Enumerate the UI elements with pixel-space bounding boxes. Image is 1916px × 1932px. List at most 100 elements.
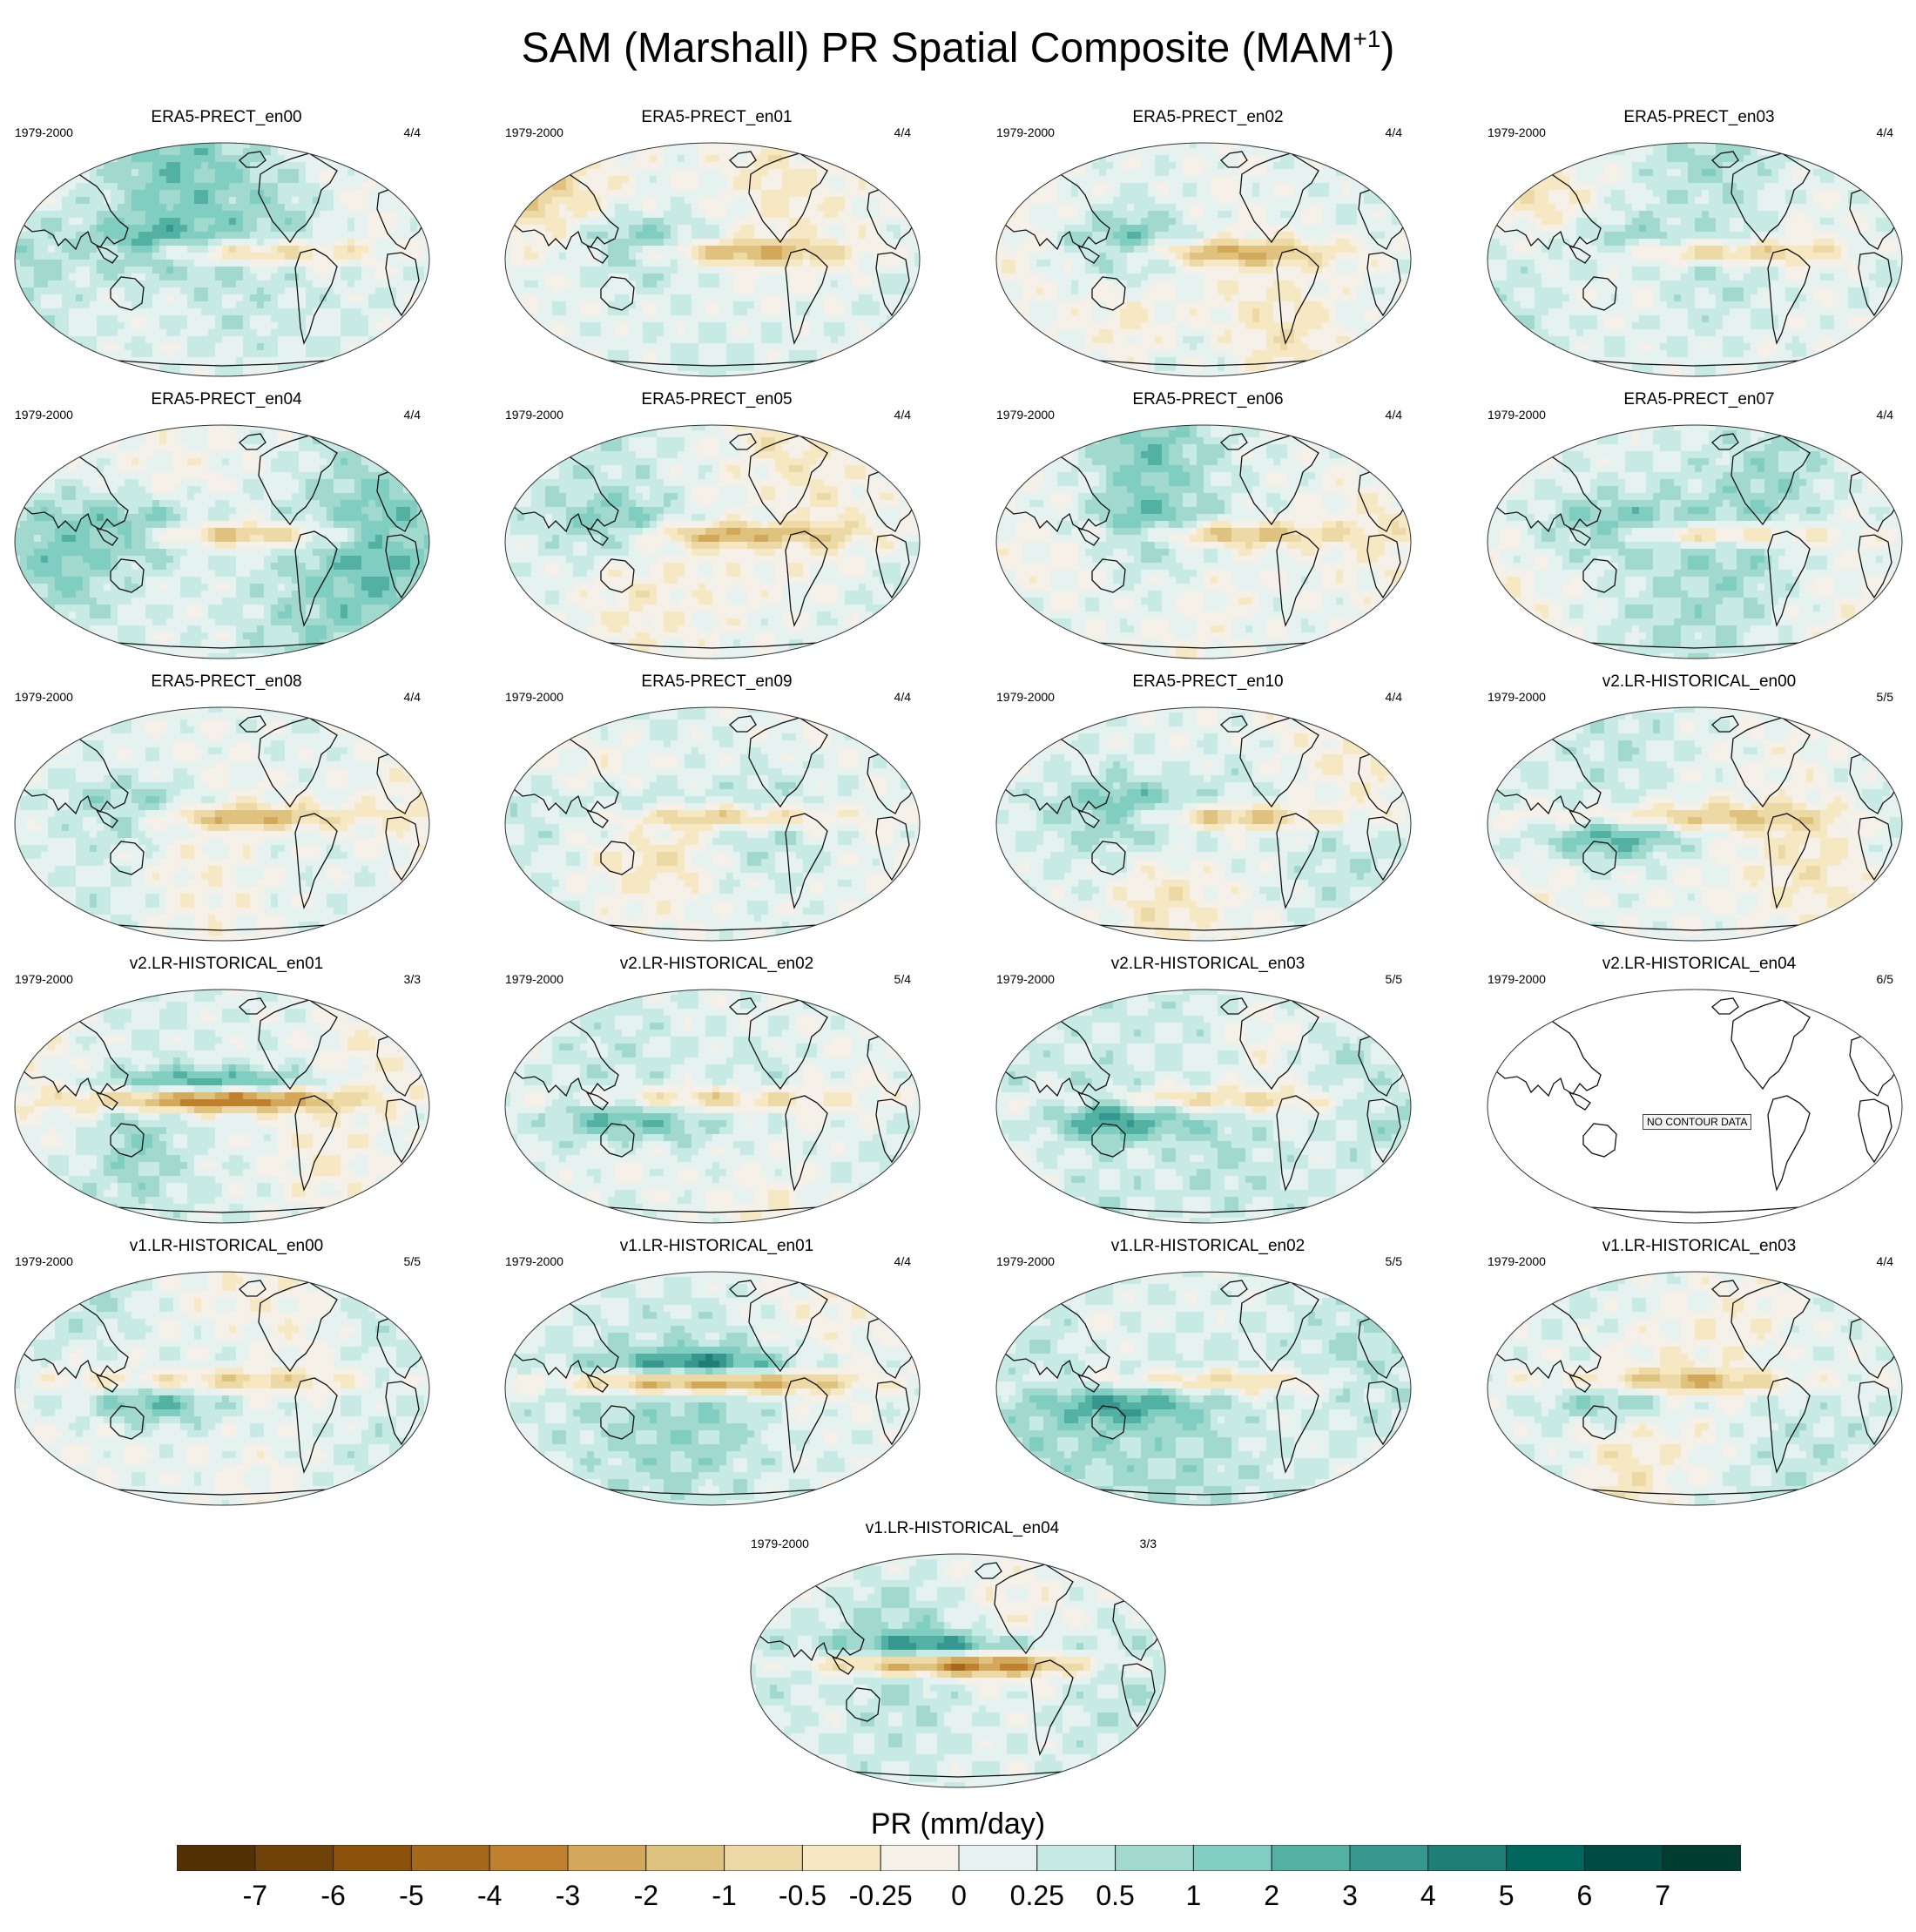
- robinson-map: [504, 706, 921, 942]
- panel-period: 1979-2000: [1488, 972, 1546, 986]
- colorbar-title: PR (mm/day): [0, 1807, 1916, 1841]
- panel-count: 4/4: [894, 690, 911, 704]
- precip-anomaly-field: [1488, 990, 1902, 1223]
- colorbar-swatch: [177, 1845, 256, 1871]
- map-panel: ERA5-PRECT_en00 1979-2000 4/4: [13, 106, 440, 383]
- map-panel: ERA5-PRECT_en04 1979-2000 4/4: [13, 388, 440, 665]
- panel-period: 1979-2000: [996, 408, 1055, 422]
- colorbar-swatch: [724, 1845, 803, 1871]
- colorbar-swatch: [880, 1845, 960, 1871]
- colorbar-tick-label: 0.25: [1010, 1880, 1064, 1912]
- map-border: [504, 424, 921, 659]
- colorbar-tick-label: 0.5: [1096, 1880, 1134, 1912]
- panel-count: 4/4: [1877, 1254, 1893, 1268]
- map-panel: ERA5-PRECT_en09 1979-2000 4/4: [503, 671, 930, 948]
- panel-title: v2.LR-HISTORICAL_en02: [503, 955, 930, 974]
- robinson-map: [995, 706, 1412, 942]
- map-panel: ERA5-PRECT_en08 1979-2000 4/4: [13, 671, 440, 948]
- panel-title: v2.LR-HISTORICAL_en04: [1486, 955, 1913, 974]
- colorbar-swatch: [254, 1845, 334, 1871]
- panel-period: 1979-2000: [15, 408, 73, 422]
- map-border: [504, 1271, 921, 1506]
- map-border: [14, 1271, 430, 1506]
- robinson-map: [504, 142, 921, 377]
- colorbar-swatch: [1583, 1845, 1663, 1871]
- colorbar-swatch: [801, 1845, 881, 1871]
- colorbar-swatch: [333, 1845, 412, 1871]
- map-panel: v1.LR-HISTORICAL_en01 1979-2000 4/4: [503, 1235, 930, 1512]
- robinson-map: [14, 1271, 430, 1506]
- colorbar-swatch: [1427, 1845, 1508, 1871]
- panel-title: ERA5-PRECT_en09: [503, 672, 930, 692]
- map-border: [995, 989, 1412, 1224]
- panel-period: 1979-2000: [1488, 408, 1546, 422]
- no-data-label: NO CONTOUR DATA: [1643, 1114, 1752, 1130]
- panel-count: 3/3: [1140, 1537, 1157, 1550]
- panel-count: 4/4: [1877, 408, 1893, 422]
- panel-period: 1979-2000: [996, 1254, 1055, 1268]
- colorbar-tick-label: 0: [951, 1880, 967, 1912]
- panel-period: 1979-2000: [505, 1254, 563, 1268]
- panel-count: 5/5: [1386, 972, 1402, 986]
- panel-title: ERA5-PRECT_en05: [503, 390, 930, 409]
- panel-period: 1979-2000: [1488, 125, 1546, 139]
- panel-count: 4/4: [404, 690, 421, 704]
- map-border: [1487, 424, 1903, 659]
- colorbar-tick-label: -5: [399, 1880, 423, 1912]
- colorbar-swatch: [1271, 1845, 1351, 1871]
- robinson-map: [995, 989, 1412, 1224]
- panel-title: v1.LR-HISTORICAL_en02: [995, 1237, 1421, 1256]
- colorbar-swatch: [958, 1845, 1038, 1871]
- panel-period: 1979-2000: [15, 1254, 73, 1268]
- map-panel: v1.LR-HISTORICAL_en04 1979-2000 3/3: [749, 1517, 1176, 1794]
- panel-title: v2.LR-HISTORICAL_en01: [13, 955, 440, 974]
- colorbar-tick-label: -3: [556, 1880, 580, 1912]
- robinson-map: [1487, 706, 1903, 942]
- map-border: [1487, 989, 1903, 1224]
- panel-period: 1979-2000: [505, 690, 563, 704]
- panel-title: ERA5-PRECT_en00: [13, 108, 440, 127]
- robinson-map: [504, 989, 921, 1224]
- colorbar-tick-label: 3: [1342, 1880, 1358, 1912]
- colorbar-swatch: [567, 1845, 647, 1871]
- panel-title: ERA5-PRECT_en08: [13, 672, 440, 692]
- robinson-map: [995, 424, 1412, 659]
- map-border: [14, 142, 430, 377]
- map-panel: v1.LR-HISTORICAL_en00 1979-2000 5/5: [13, 1235, 440, 1512]
- colorbar-tick-label: 6: [1576, 1880, 1592, 1912]
- map-panel: ERA5-PRECT_en01 1979-2000 4/4: [503, 106, 930, 383]
- map-panel: v2.LR-HISTORICAL_en03 1979-2000 5/5: [995, 953, 1421, 1230]
- map-panel: ERA5-PRECT_en07 1979-2000 4/4: [1486, 388, 1913, 665]
- panel-count: 3/3: [404, 972, 421, 986]
- colorbar-swatch: [1036, 1845, 1117, 1871]
- robinson-map: [995, 142, 1412, 377]
- panel-title: v1.LR-HISTORICAL_en01: [503, 1237, 930, 1256]
- panel-period: 1979-2000: [1488, 1254, 1546, 1268]
- precip-anomaly-field: [1488, 707, 1902, 941]
- colorbar-swatch: [645, 1845, 725, 1871]
- robinson-map: [504, 1271, 921, 1506]
- colorbar-tick-label: -0.5: [779, 1880, 826, 1912]
- panel-period: 1979-2000: [15, 690, 73, 704]
- panel-period: 1979-2000: [1488, 690, 1546, 704]
- panel-count: 4/4: [1877, 125, 1893, 139]
- panel-count: 6/5: [1877, 972, 1893, 986]
- colorbar-swatch: [410, 1845, 490, 1871]
- panel-period: 1979-2000: [505, 125, 563, 139]
- colorbar-tick-label: 7: [1655, 1880, 1670, 1912]
- robinson-map: [1487, 1271, 1903, 1506]
- panel-count: 5/5: [1386, 1254, 1402, 1268]
- map-panel: v2.LR-HISTORICAL_en02 1979-2000 5/4: [503, 953, 930, 1230]
- colorbar-swatch: [1192, 1845, 1272, 1871]
- colorbar-tick-label: -7: [243, 1880, 267, 1912]
- panel-title: v1.LR-HISTORICAL_en00: [13, 1237, 440, 1256]
- robinson-map: [14, 424, 430, 659]
- colorbar-tick-label: -0.25: [849, 1880, 913, 1912]
- map-border: [995, 706, 1412, 942]
- map-panel: v1.LR-HISTORICAL_en02 1979-2000 5/5: [995, 1235, 1421, 1512]
- colorbar-swatch: [1662, 1845, 1741, 1871]
- panel-title: ERA5-PRECT_en03: [1486, 108, 1913, 127]
- panel-count: 4/4: [894, 125, 911, 139]
- robinson-map: [995, 1271, 1412, 1506]
- map-border: [750, 1553, 1166, 1788]
